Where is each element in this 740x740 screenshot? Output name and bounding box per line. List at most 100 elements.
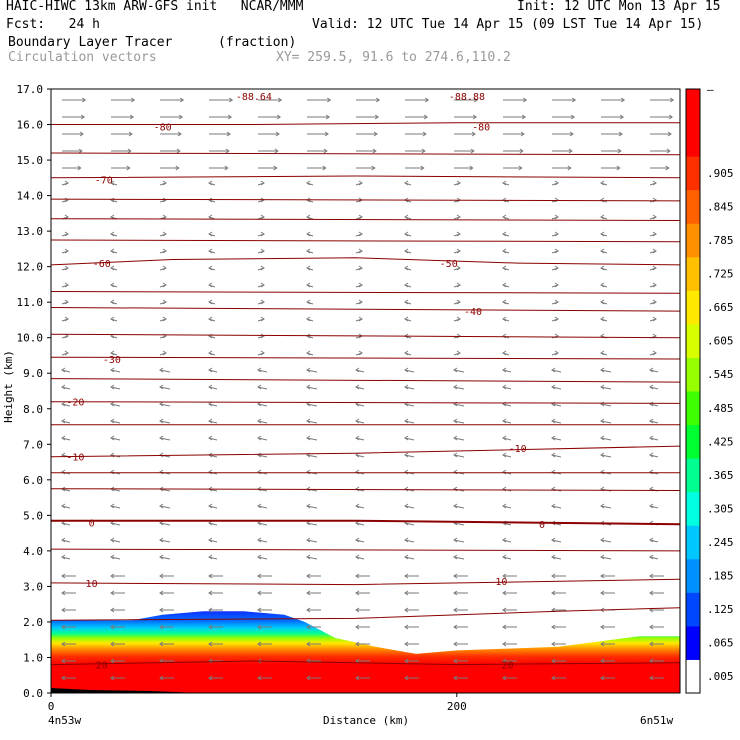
vector-arrow bbox=[502, 282, 510, 288]
vector-arrow bbox=[405, 165, 425, 171]
colorbar-swatch bbox=[686, 391, 700, 426]
vector-arrow bbox=[453, 675, 468, 681]
vector-arrow bbox=[208, 367, 218, 373]
vector-arrow bbox=[650, 148, 671, 154]
vector-arrow bbox=[208, 282, 216, 288]
vector-arrow bbox=[209, 148, 230, 154]
vector-arrow bbox=[404, 452, 415, 458]
vector-arrow bbox=[110, 299, 118, 305]
vector-arrow bbox=[61, 641, 76, 647]
vector-arrow bbox=[62, 114, 86, 120]
vector-arrow bbox=[551, 214, 559, 220]
vector-arrow bbox=[110, 367, 121, 373]
vector-arrow bbox=[208, 624, 223, 630]
vector-arrow bbox=[551, 435, 562, 441]
vector-arrow bbox=[453, 350, 461, 356]
vector-arrow bbox=[208, 316, 216, 322]
vector-arrow bbox=[159, 282, 167, 288]
vector-arrow bbox=[110, 503, 121, 509]
vector-arrow bbox=[551, 384, 562, 390]
contour-label: -10 bbox=[509, 444, 527, 455]
contour-label: -50 bbox=[440, 259, 458, 270]
terrain bbox=[51, 688, 200, 693]
colorbar-swatch bbox=[686, 525, 700, 560]
model-title: HAIC-HIWC 13km ARW-GFS init NCAR/MMM bbox=[6, 0, 304, 14]
vector-arrow bbox=[208, 537, 218, 543]
vector-arrow bbox=[405, 97, 430, 103]
vector-arrow bbox=[502, 367, 512, 373]
vector-arrow bbox=[111, 165, 131, 171]
vector-arrow bbox=[257, 590, 272, 596]
vector-arrow bbox=[159, 180, 167, 186]
isotherm bbox=[51, 488, 680, 491]
vector-arrow bbox=[404, 624, 419, 630]
vector-arrow bbox=[404, 486, 415, 492]
vector-arrow bbox=[503, 131, 525, 137]
vector-arrow bbox=[551, 231, 559, 237]
vector-arrow bbox=[551, 503, 562, 509]
isotherm bbox=[51, 333, 680, 339]
vector-arrow bbox=[355, 452, 365, 458]
contour-label: -30 bbox=[103, 355, 121, 366]
vector-arrow bbox=[160, 131, 182, 137]
vector-arrow bbox=[600, 384, 612, 390]
vector-arrow bbox=[306, 607, 321, 613]
vector-arrow bbox=[552, 114, 576, 120]
vector-arrow bbox=[649, 624, 664, 630]
vector-arrow bbox=[110, 590, 125, 596]
vector-arrow bbox=[600, 554, 612, 560]
vector-arrow bbox=[601, 165, 621, 171]
vector-arrow bbox=[551, 418, 562, 424]
vector-arrow bbox=[502, 658, 517, 664]
field-vectors-name: Circulation vectors bbox=[8, 50, 157, 65]
vector-arrow bbox=[208, 214, 216, 220]
vector-arrow bbox=[600, 469, 612, 475]
vector-arrow bbox=[111, 97, 136, 103]
init-time: Init: 12 UTC Mon 13 Apr 15 bbox=[517, 0, 721, 14]
vector-arrow bbox=[306, 265, 314, 271]
vector-arrow bbox=[61, 299, 69, 305]
vector-arrow bbox=[355, 469, 365, 475]
vector-arrow bbox=[61, 675, 76, 681]
y-tick-label: 14.0 bbox=[17, 190, 44, 203]
vector-arrow bbox=[257, 231, 265, 237]
vector-arrow bbox=[61, 503, 71, 509]
colorbar-swatch bbox=[686, 357, 700, 392]
vector-arrow bbox=[110, 435, 121, 441]
vector-arrow bbox=[404, 435, 415, 441]
vector-arrow bbox=[600, 537, 612, 543]
colorbar-label: .905 bbox=[707, 167, 734, 180]
isotherm bbox=[51, 257, 680, 266]
vector-arrow bbox=[649, 435, 659, 441]
vector-arrow bbox=[62, 148, 83, 154]
vector-arrow bbox=[453, 554, 465, 560]
vector-arrow bbox=[502, 607, 517, 613]
vector-arrow bbox=[61, 401, 71, 407]
isotherm bbox=[51, 445, 680, 458]
vector-arrow bbox=[110, 197, 118, 203]
vector-arrow bbox=[649, 180, 657, 186]
vector-arrow bbox=[502, 435, 512, 441]
axes: 0.0 1.0 2.0 3.0 4.0 5.0 6.0 7.0 8.0 9.0 10.0 11.0 12… bbox=[17, 83, 467, 713]
vector-arrow bbox=[306, 350, 314, 356]
vector-arrow bbox=[649, 350, 657, 356]
vector-arrow bbox=[257, 418, 268, 424]
colorbar-label: .485 bbox=[707, 402, 734, 415]
vector-arrow bbox=[159, 316, 167, 322]
vector-arrow bbox=[551, 350, 559, 356]
vector-arrow bbox=[503, 97, 528, 103]
vector-arrow bbox=[404, 607, 419, 613]
contour-label: -80 bbox=[472, 122, 490, 133]
y-tick-label: 0.0 bbox=[23, 687, 43, 700]
vector-arrow bbox=[502, 675, 517, 681]
vector-arrow bbox=[159, 367, 171, 373]
vector-arrow bbox=[355, 299, 363, 305]
vector-arrow bbox=[453, 299, 461, 305]
vector-arrow bbox=[355, 590, 370, 596]
isotherm bbox=[51, 198, 680, 202]
vector-arrow bbox=[600, 675, 615, 681]
vector-arrow bbox=[257, 675, 272, 681]
vector-arrow bbox=[404, 675, 419, 681]
isotherm bbox=[51, 218, 680, 221]
vector-arrow bbox=[454, 165, 474, 171]
